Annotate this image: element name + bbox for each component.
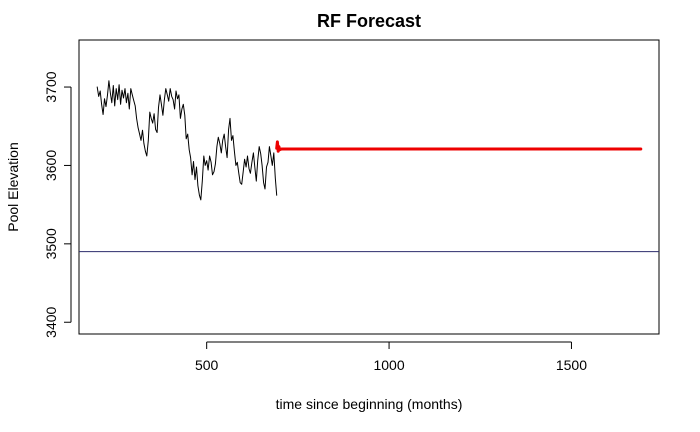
x-tick-label: 1000 [373, 357, 404, 373]
y-axis: 3400 3500 3600 3700 [43, 71, 72, 338]
chart-title: RF Forecast [317, 11, 421, 31]
y-axis-label: Pool Elevation [5, 142, 21, 232]
y-tick-label: 3700 [43, 71, 59, 102]
series-layer [79, 80, 659, 253]
x-tick-label: 500 [195, 357, 219, 373]
y-tick-label: 3400 [43, 306, 59, 337]
x-tick-label: 1500 [556, 357, 587, 373]
x-axis: 500 1000 1500 [195, 341, 587, 373]
plot-area-border [78, 39, 660, 335]
y-tick-label: 3600 [43, 150, 59, 181]
historical-series-line [96, 80, 278, 201]
y-tick-label: 3500 [43, 228, 59, 259]
forecast-series-line [275, 140, 643, 153]
x-axis-label: time since beginning (months) [276, 396, 463, 412]
